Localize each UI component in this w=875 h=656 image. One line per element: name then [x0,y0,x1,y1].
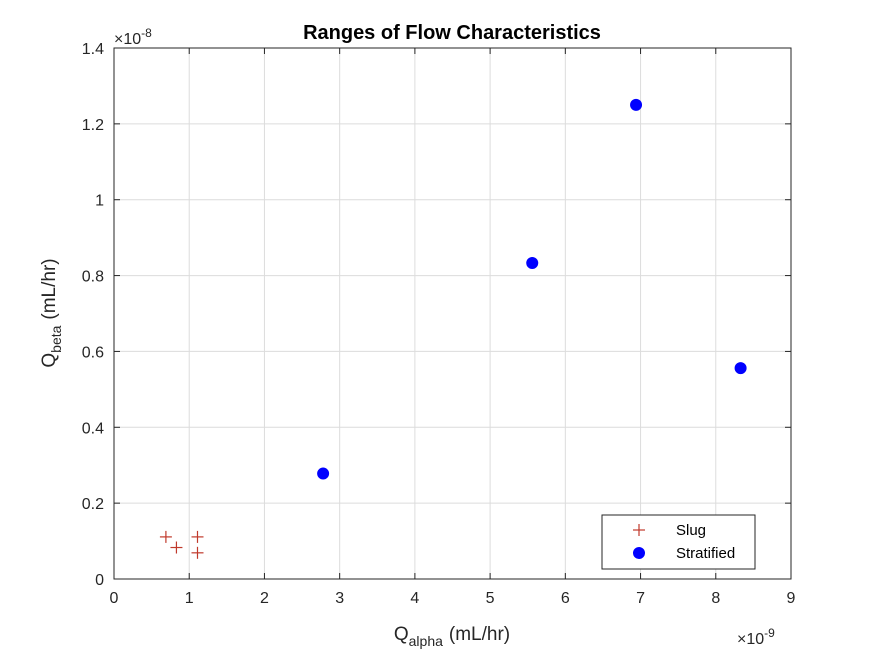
x-multiplier-exponent: -9 [764,626,775,640]
y-tick-label: 0 [95,572,104,589]
x-tick-label: 6 [561,590,570,607]
x-tick-label: 7 [636,590,645,607]
y-label-base: Q [39,353,60,368]
point-slug [159,530,172,543]
x-label-unit: (mL/hr) [449,624,510,645]
legend-marker-stratified [633,547,645,559]
tick-labels: 0 1 2 3 4 5 6 7 8 9 0 0.2 0.4 0.6 0.8 1 1.2 1.4 [82,41,796,607]
x-tick-label: 8 [711,590,720,607]
y-label-sub: beta [48,325,64,352]
point-stratified [526,257,539,270]
y-multiplier-base: ×10 [114,31,141,48]
x-tick-label: 0 [110,590,119,607]
x-tick-label: 3 [335,590,344,607]
y-tick-label: 1 [95,193,104,210]
y-axis-multiplier: ×10-8 [114,26,152,48]
y-tick-label: 1.4 [82,41,104,58]
point-slug [170,541,183,554]
x-axis-multiplier: ×10-9 [737,626,775,648]
legend-label-slug: Slug [676,522,706,539]
x-multiplier-base: ×10 [737,631,764,648]
grid [114,48,791,579]
y-multiplier-exponent: -8 [141,26,152,40]
chart-title: Ranges of Flow Characteristics [303,22,601,44]
x-label-sub: alpha [409,633,443,649]
legend: Slug Stratified [601,514,756,570]
data-points [159,98,747,559]
y-tick-label: 0.2 [82,496,104,513]
y-label-unit: (mL/hr) [39,258,60,319]
point-slug [191,546,204,559]
legend-label-stratified: Stratified [676,545,735,562]
plot-area [114,48,791,579]
y-tick-label: 0.4 [82,420,104,437]
point-stratified [734,362,747,375]
x-tick-label: 5 [486,590,495,607]
x-tick-label: 1 [185,590,194,607]
axes-box [113,47,792,580]
x-axis-label: Qalpha (mL/hr) [394,624,510,649]
point-stratified [317,467,330,480]
y-tick-label: 0.8 [82,269,104,286]
x-tick-label: 9 [787,590,796,607]
legend-box [601,514,756,570]
axes [113,47,792,580]
y-tick-label: 0.6 [82,344,104,361]
y-tick-label: 1.2 [82,117,104,134]
x-tick-label: 2 [260,590,269,607]
x-tick-label: 4 [410,590,419,607]
y-axis-label: Qbeta (mL/hr) [39,258,64,367]
point-slug [191,530,204,543]
legend-marker-slug [633,524,645,536]
x-label-base: Q [394,624,409,645]
point-stratified [630,98,643,111]
